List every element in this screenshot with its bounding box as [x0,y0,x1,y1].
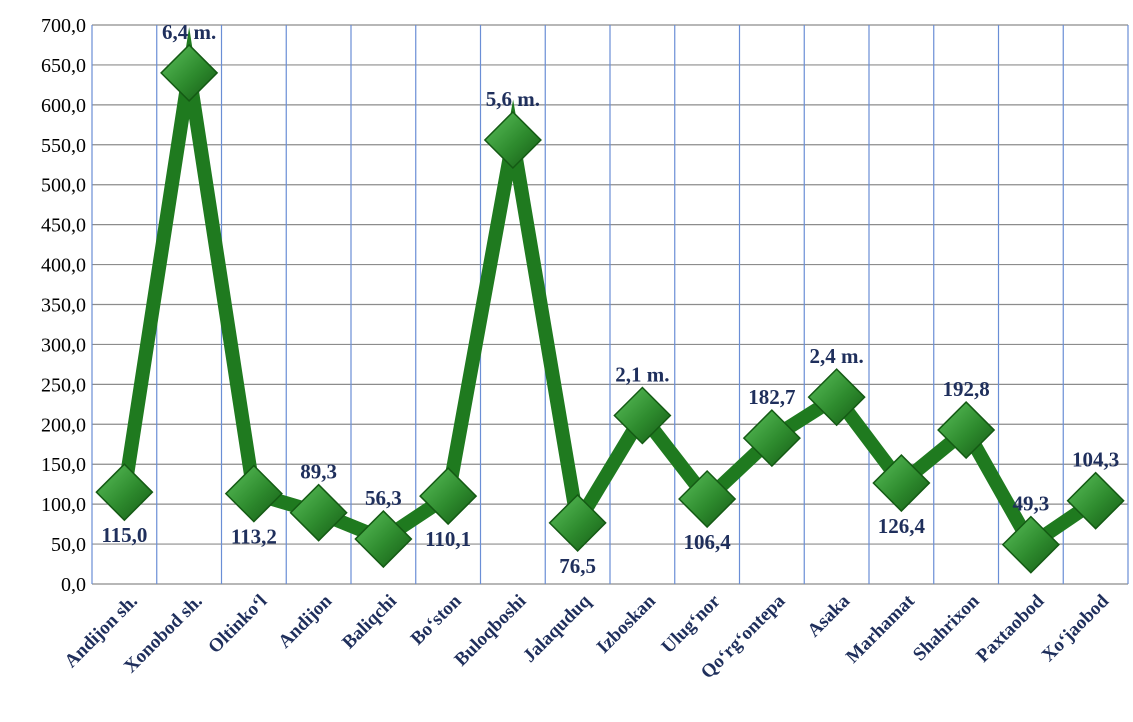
y-tick-label: 500,0 [41,175,86,197]
y-tick-label: 150,0 [41,454,86,476]
data-label: 2,4 m. [810,344,864,368]
data-point-marker [1001,515,1060,574]
data-label: 89,3 [300,460,337,484]
data-label: 6,4 m. [162,20,216,44]
y-tick-label: 350,0 [41,295,86,317]
x-tick-label: Ulug‘nor [658,590,726,658]
data-point-marker [872,453,931,513]
y-tick-label: 600,0 [41,95,86,117]
data-point-marker [224,464,283,523]
series-line [117,26,1100,555]
x-tick-label: Xo‘jaobod [1038,590,1114,666]
y-tick-label: 550,0 [41,135,86,157]
x-tick-label: Paxtaobod [972,590,1048,666]
y-axis: 0,0 50,0 100,0 150,0 200,0 250,0 300,0 350,0 400… [41,15,86,596]
data-point-marker [678,469,737,529]
data-point-marker [1066,471,1125,530]
data-point-marker [483,110,542,170]
data-label: 5,6 m. [486,87,540,111]
x-tick-label: Oltinko‘l [204,591,271,658]
x-tick-label: Bo‘ston [407,590,466,649]
data-point-marker [613,386,672,445]
data-label: 113,2 [231,525,277,549]
x-tick-label: Baliqchi [338,591,401,654]
data-point-marker [95,463,154,522]
y-tick-label: 650,0 [41,55,86,77]
series-line-path [117,26,1100,555]
data-point-marker [742,409,801,468]
data-point-marker [289,483,348,542]
x-tick-label: Jalaquduq [519,590,595,666]
y-tick-label: 100,0 [41,494,86,516]
data-label: 2,1 m. [615,363,669,387]
data-label: 104,3 [1072,448,1119,472]
data-label: 126,4 [878,514,926,538]
x-axis: Andijon sh.Xonobod sh.Oltinko‘l Andijon Ba… [61,590,1114,683]
y-tick-label: 0,0 [61,574,86,596]
data-label: 106,4 [684,530,732,554]
x-tick-label: Shahrixon [909,590,984,665]
y-tick-label: 450,0 [41,215,86,237]
y-tick-label: 200,0 [41,414,86,436]
x-tick-label: Andijon [274,590,336,652]
data-label: 192,8 [943,377,990,401]
x-tick-label: Izboskan [593,590,660,657]
data-label: 115,0 [101,523,147,547]
y-tick-label: 250,0 [41,374,86,396]
data-label: 56,3 [365,486,402,510]
data-point-marker [419,467,478,526]
data-labels: 115,0 6,4 m. 113,2 89,3 56,3 110,1 5,6 m. 76,5 2… [101,20,1119,578]
data-point-marker [548,493,607,552]
data-label: 110,1 [425,527,471,551]
data-point-marker [354,509,413,569]
y-tick-label: 50,0 [51,534,86,556]
data-point-marker [160,43,219,102]
x-tick-label: Asaka [803,590,854,641]
data-label: 182,7 [748,385,795,409]
y-tick-label: 300,0 [41,334,86,356]
x-tick-label: Marhamat [842,590,919,667]
data-label: 76,5 [559,554,596,578]
series-markers [95,43,1125,574]
data-point-marker [937,400,996,460]
data-point-marker [807,368,866,427]
y-tick-label: 400,0 [41,255,86,277]
y-tick-label: 700,0 [41,15,86,37]
data-label: 49,3 [1013,492,1050,516]
